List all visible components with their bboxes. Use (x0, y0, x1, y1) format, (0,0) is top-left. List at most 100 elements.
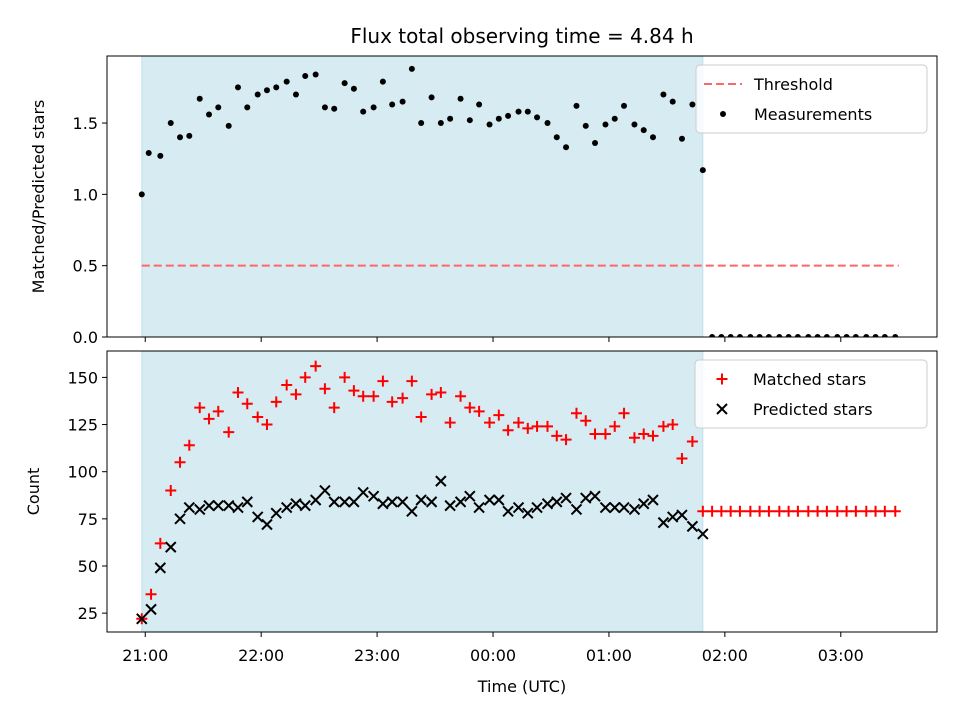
matched-star-point (609, 420, 621, 432)
matched-star-point (522, 422, 534, 434)
predicted-star-point (415, 494, 427, 506)
predicted-star-point (270, 507, 282, 519)
matched-star-point (580, 415, 592, 427)
matched-star-point (889, 505, 901, 517)
matched-star-point (513, 417, 525, 429)
predicted-star-point (657, 516, 670, 529)
predicted-star-point (203, 499, 215, 512)
x-tick-label: 03:00 (818, 646, 864, 665)
predicted-star-point (241, 496, 253, 508)
predicted-star-point (357, 486, 369, 499)
matched-star-point (484, 417, 496, 429)
measurement-point (254, 91, 261, 98)
axes-frame (106, 55, 938, 338)
matched-star-point (647, 430, 659, 442)
predicted-star-point (309, 494, 322, 506)
measurement-point (476, 101, 483, 108)
matched-star-point (697, 505, 709, 517)
measurement-point (360, 108, 367, 115)
matched-star-point (599, 428, 611, 440)
measurement-point (611, 115, 618, 122)
matched-star-point (850, 505, 862, 517)
measurement-point (573, 102, 580, 109)
predicted-star-point (647, 494, 659, 506)
predicted-star-point (425, 496, 438, 508)
count-panel: 25 50 75 100 125 150 Count 21:00 22:00 23:00 00:00… (24, 350, 938, 665)
measurement-point (389, 101, 396, 108)
measurement-point (736, 334, 743, 337)
matched-star-point (328, 402, 340, 414)
x-tick-label: 23:00 (354, 646, 400, 665)
x-axis-label: Time (UTC) (477, 677, 566, 696)
matched-star-point (754, 505, 766, 517)
measurement-point (563, 144, 570, 151)
matched-star-point (589, 428, 601, 440)
measurement-point (785, 334, 792, 337)
matched-star-point (281, 379, 293, 391)
measurement-point (408, 65, 415, 72)
axes-frame (106, 350, 938, 633)
measurement-point (660, 91, 667, 98)
y-tick-label: 25 (78, 604, 98, 623)
matched-star-point (241, 398, 253, 410)
matched-star-point (560, 434, 572, 446)
y-tick-label: 50 (78, 557, 98, 576)
measurement-point (447, 115, 454, 122)
measurement-point (544, 120, 551, 127)
measurement-point (718, 334, 725, 337)
matched-star-point (426, 388, 438, 400)
measurement-point (177, 134, 184, 141)
measurement-point (524, 108, 531, 115)
measurement-point (457, 95, 464, 102)
matched-star-point (879, 505, 891, 517)
matched-star-point (831, 505, 843, 517)
y-tick-label: 100 (67, 463, 98, 482)
predicted-star-point (697, 528, 709, 540)
matched-star-point (406, 375, 418, 387)
measurement-point (689, 101, 696, 108)
measurement-point (794, 334, 801, 337)
predicted-star-point (599, 501, 612, 514)
predicted-star-point (136, 613, 148, 625)
predicted-star-point (212, 499, 224, 512)
y-tick-label: 125 (67, 416, 98, 435)
measurement-point (843, 334, 850, 337)
measurement-point (534, 114, 541, 121)
measurement-point (292, 91, 299, 98)
predicted-star-point (406, 505, 418, 518)
matched-star-point (290, 388, 302, 400)
measurement-point (872, 334, 879, 337)
measurement-point (157, 152, 164, 159)
measurement-point (678, 135, 685, 142)
measurement-point (631, 121, 638, 128)
measurement-point (495, 115, 502, 122)
measurement-point (776, 334, 783, 337)
x-tick-label: 22:00 (238, 646, 284, 665)
measurement-point (225, 122, 232, 129)
predicted-star-point (348, 496, 360, 508)
measurement-point (515, 108, 522, 115)
ratio-panel: 0.0 0.5 1.0 1.5 Matched/Predicted stars Thres… (29, 55, 938, 347)
matched-star-point (377, 375, 389, 387)
measurement-point (805, 334, 812, 337)
measurement-point (244, 104, 251, 111)
matched-star-point (542, 420, 554, 432)
predicted-star-point (464, 490, 476, 502)
matched-star-point (270, 396, 282, 408)
measurement-point (370, 104, 377, 111)
matched-star-point (821, 505, 833, 517)
predicted-star-point (502, 505, 514, 518)
measurement-point (437, 120, 444, 127)
measurement-point (331, 105, 338, 112)
matched-star-point (841, 505, 853, 517)
matched-star-point (493, 409, 505, 421)
measurement-point (234, 84, 241, 91)
measurement-point (486, 121, 493, 128)
predicted-star-point (280, 501, 293, 514)
measurement-point (145, 149, 152, 156)
matched-star-point (261, 419, 273, 431)
matched-star-point (348, 385, 360, 397)
matched-star-point (319, 383, 331, 395)
legend-label: Matched stars (753, 370, 866, 389)
